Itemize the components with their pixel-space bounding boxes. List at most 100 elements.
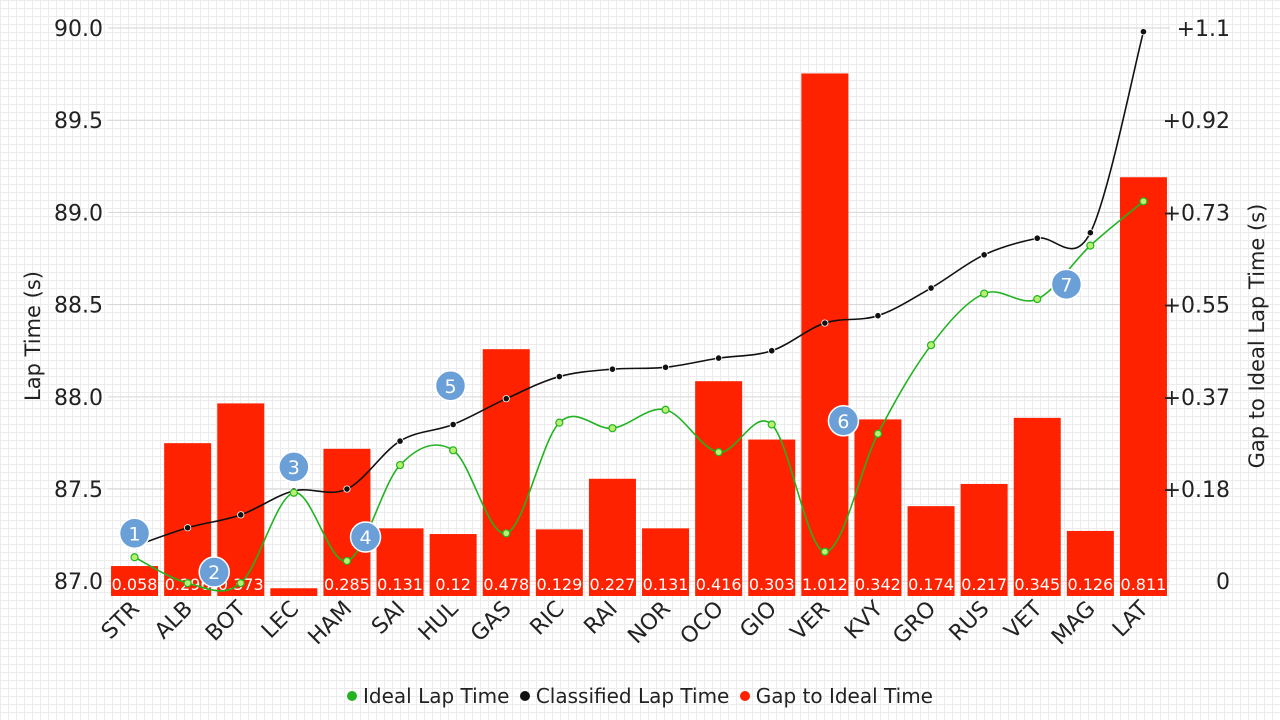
x-tick-label: ALB <box>150 597 198 645</box>
bar <box>111 566 159 596</box>
bar-value-label: 1.012 <box>802 575 848 594</box>
y2-tick-label: +0.73 <box>1163 201 1230 226</box>
classified-point <box>1086 229 1094 237</box>
bar-value-label: 0.131 <box>377 575 423 594</box>
bar <box>854 419 902 596</box>
legend-item-gap: Gap to Ideal Time <box>739 684 933 708</box>
x-tick-label: GIO <box>735 597 782 644</box>
bar <box>907 506 955 596</box>
bar-value-label: 0.303 <box>749 575 795 594</box>
annotation-label: 3 <box>288 457 300 479</box>
classified-point <box>555 372 563 381</box>
bar <box>1066 530 1114 596</box>
classified-point <box>184 524 192 532</box>
ideal-point <box>342 556 352 566</box>
x-tick-label: LAT <box>1108 596 1154 642</box>
annotation-label: 7 <box>1060 274 1072 296</box>
bar-value-label: 0.227 <box>590 575 636 594</box>
classified-point <box>821 319 829 327</box>
y-tick-label: 88.5 <box>54 294 103 319</box>
annotation-badge <box>118 517 151 550</box>
x-tick-label: HAM <box>304 597 357 650</box>
ideal-point <box>714 448 723 457</box>
x-tick-label: STR <box>97 597 145 645</box>
ideal-point <box>926 341 936 350</box>
y-tick-label: 90.0 <box>54 17 103 42</box>
ideal-point <box>980 289 989 298</box>
bar-value-label: 0.174 <box>908 575 954 594</box>
bar <box>642 528 690 596</box>
legend-dot-icon <box>739 690 750 701</box>
points <box>130 28 1148 588</box>
x-tick-label: KVY <box>840 596 888 644</box>
bar-value-label: 0.478 <box>483 575 529 594</box>
y-tick-label: 88.0 <box>54 386 103 411</box>
y-tick-label: 89.0 <box>54 201 103 226</box>
legend-item-ideal: Ideal Lap Time <box>347 684 509 708</box>
x-tick-label: BOT <box>201 596 251 646</box>
x-tick-label: VET <box>1000 596 1048 644</box>
ideal-point <box>449 446 458 455</box>
legend-item-classified: Classified Lap Time <box>519 684 730 708</box>
bar <box>960 483 1008 596</box>
bar <box>376 528 424 596</box>
bar-value-label: 0.058 <box>112 575 158 594</box>
annotation-badge <box>1050 268 1083 301</box>
axis-titles: Lap Time (s) Gap to Ideal Lap Time (s) <box>21 204 1269 469</box>
x-tick-label: RAI <box>580 597 623 640</box>
ideal-point <box>608 424 617 433</box>
bar <box>270 588 318 596</box>
legend-label-gap: Gap to Ideal Time <box>755 684 933 708</box>
x-tick-label: VER <box>786 597 835 646</box>
classified-point <box>502 395 510 403</box>
legend-label-classified: Classified Lap Time <box>535 684 730 708</box>
y2-tick-label: +1.1 <box>1177 17 1230 42</box>
bar <box>535 529 583 596</box>
bar-value-label: 0.131 <box>643 575 689 594</box>
y2-tick-label: +0.37 <box>1163 386 1230 411</box>
annotation-badge <box>349 521 382 553</box>
annotation-label: 2 <box>208 562 220 584</box>
ideal-line <box>134 200 1144 592</box>
x-tick-label: MAG <box>1047 597 1101 651</box>
classified-point <box>768 347 776 355</box>
classified-point <box>1033 234 1041 242</box>
bar-value-label: 0.12 <box>435 575 471 594</box>
classified-point <box>237 511 245 519</box>
ideal-point <box>130 553 139 562</box>
bar-value-label: 0.416 <box>696 575 742 594</box>
y-tick-label: 87.5 <box>54 478 103 503</box>
y2-axis-title: Gap to Ideal Lap Time (s) <box>1245 204 1269 469</box>
ideal-point <box>183 578 192 588</box>
annotation-badge <box>198 556 230 588</box>
ideal-point <box>236 578 245 588</box>
bar <box>695 381 743 596</box>
classified-point <box>449 420 457 429</box>
x-tick-label: RUS <box>945 597 995 647</box>
ideal-point <box>289 488 298 497</box>
bar <box>1119 177 1167 596</box>
ideal-point <box>767 420 776 429</box>
legend-dot-icon <box>347 690 357 701</box>
bar-value-label: 0.285 <box>324 575 370 594</box>
bar <box>429 534 477 596</box>
x-tick-label: GAS <box>466 597 516 647</box>
bar <box>1013 417 1061 596</box>
x-tick-label: SAI <box>367 597 410 640</box>
ideal-point <box>395 460 405 470</box>
ideal-point <box>555 418 564 427</box>
y2-tick-label: +0.92 <box>1163 109 1230 134</box>
annotation-label: 1 <box>129 523 141 545</box>
y-axis-title: Lap Time (s) <box>21 271 45 401</box>
x-tick-label: GRO <box>889 597 942 650</box>
bar-value-label: 0.217 <box>961 575 1007 594</box>
classified-point <box>927 284 935 292</box>
bars: 0.0580.2960.3730.2850.1310.120.4780.1290… <box>111 73 1167 596</box>
x-tick-label: NOR <box>623 597 675 649</box>
annotation-label: 5 <box>444 376 456 398</box>
classified-point <box>396 437 404 445</box>
legend: Ideal Lap Time Classified Lap Time Gap t… <box>0 684 1280 708</box>
bar-value-label: 0.811 <box>1121 575 1167 594</box>
legend-dot-icon <box>519 690 530 701</box>
